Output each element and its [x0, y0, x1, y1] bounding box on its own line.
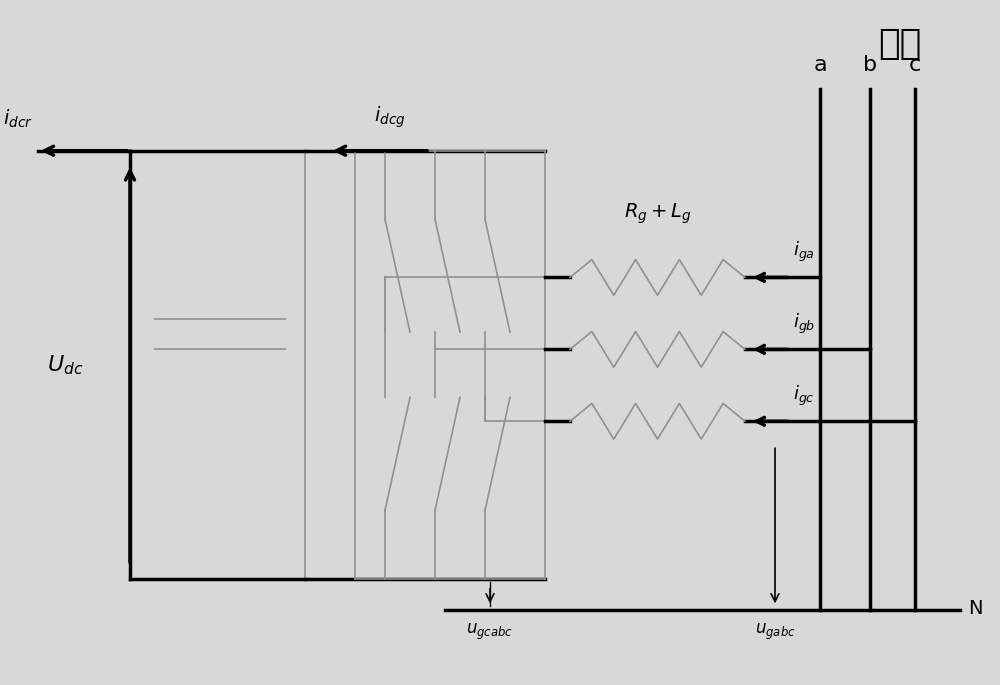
Text: $i_{ga}$: $i_{ga}$: [793, 240, 815, 264]
Text: $i_{gc}$: $i_{gc}$: [793, 384, 815, 408]
Text: $i_{dcg}$: $i_{dcg}$: [374, 105, 406, 130]
Text: $R_g+L_g$: $R_g+L_g$: [624, 201, 691, 226]
Text: $i_{gb}$: $i_{gb}$: [793, 312, 815, 336]
Text: c: c: [909, 55, 921, 75]
Text: $U_{dc}$: $U_{dc}$: [47, 353, 83, 377]
Text: $i_{dcr}$: $i_{dcr}$: [3, 108, 33, 130]
Text: b: b: [863, 55, 877, 75]
Text: a: a: [813, 55, 827, 75]
Text: 电网: 电网: [878, 27, 922, 62]
Text: N: N: [968, 599, 982, 618]
Text: $u_{gcabc}$: $u_{gcabc}$: [466, 622, 514, 642]
Text: $u_{gabc}$: $u_{gabc}$: [755, 622, 795, 642]
